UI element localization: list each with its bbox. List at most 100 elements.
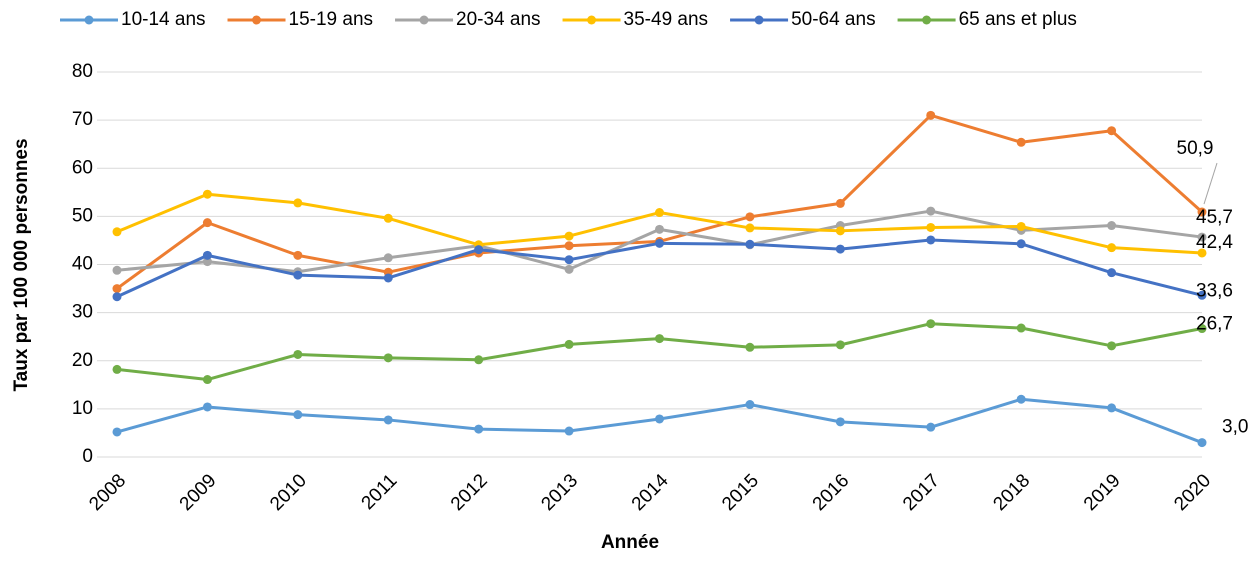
data-point xyxy=(1197,324,1207,334)
x-tick-label: 2019 xyxy=(1080,470,1125,515)
data-point xyxy=(655,238,664,248)
data-point xyxy=(474,424,484,434)
data-point xyxy=(383,353,393,363)
x-tick-label: 2013 xyxy=(537,470,582,515)
data-point xyxy=(655,414,664,424)
data-point xyxy=(1197,290,1207,300)
data-point xyxy=(926,206,936,216)
legend-marker xyxy=(419,15,429,25)
data-point xyxy=(112,265,122,275)
x-tick-label: 2011 xyxy=(358,470,402,514)
data-point xyxy=(1016,323,1026,333)
series-line xyxy=(116,322,1203,382)
data-point xyxy=(383,213,393,223)
x-tick-label: 2016 xyxy=(809,470,854,515)
data-point xyxy=(926,422,936,432)
legend-label: 65 ans et plus xyxy=(959,9,1077,30)
legend-marker xyxy=(587,15,597,25)
data-point xyxy=(926,235,936,245)
x-axis-title: Année xyxy=(601,532,659,553)
x-tick-label: 2015 xyxy=(718,470,763,515)
data-point xyxy=(293,198,303,208)
data-label: 45,7 xyxy=(1196,207,1233,228)
data-point xyxy=(1107,341,1117,351)
data-point xyxy=(745,400,755,410)
data-point xyxy=(202,402,212,412)
data-point xyxy=(383,253,393,263)
data-point xyxy=(564,231,574,241)
data-label: 33,6 xyxy=(1196,280,1233,301)
x-tick-label: 2018 xyxy=(990,470,1035,515)
legend-marker xyxy=(922,15,932,25)
data-point xyxy=(1197,232,1207,242)
legend-marker xyxy=(252,15,262,25)
x-tick-label: 2020 xyxy=(1170,470,1215,515)
y-tick-label: 0 xyxy=(82,446,93,467)
data-point xyxy=(835,198,845,208)
data-point xyxy=(383,415,393,425)
legend-label: 20-34 ans xyxy=(456,9,541,30)
data-point xyxy=(655,224,664,234)
legend-item: 65 ans et plus xyxy=(897,9,1077,30)
data-point xyxy=(202,250,212,260)
data-point xyxy=(202,257,212,267)
y-axis-title: Taux par 100 000 personnes xyxy=(11,138,32,391)
legend-marker xyxy=(754,15,764,25)
data-point xyxy=(1016,394,1026,404)
data-point xyxy=(383,273,393,283)
legend-label: 10-14 ans xyxy=(121,9,206,30)
legend-label: 15-19 ans xyxy=(289,9,374,30)
legend-item: 15-19 ans xyxy=(227,9,374,30)
data-point xyxy=(926,110,936,120)
data-point xyxy=(926,319,936,329)
data-point xyxy=(1107,221,1117,231)
legend-item: 50-64 ans xyxy=(730,9,876,30)
y-tick-label: 10 xyxy=(72,398,93,419)
data-point xyxy=(564,255,574,265)
data-point xyxy=(655,334,664,344)
data-point xyxy=(745,342,755,352)
data-label: 3,0 xyxy=(1222,417,1248,438)
data-point xyxy=(1016,221,1026,231)
y-tick-label: 60 xyxy=(72,157,93,178)
data-point xyxy=(564,339,574,349)
x-tick-label: 2012 xyxy=(447,470,492,515)
legend-label: 50-64 ans xyxy=(791,9,876,30)
data-point xyxy=(1016,239,1026,249)
data-point xyxy=(655,208,664,218)
data-point xyxy=(1197,438,1207,448)
data-point xyxy=(112,364,122,374)
data-point xyxy=(1197,207,1207,217)
y-tick-label: 30 xyxy=(72,302,93,323)
y-tick-label: 40 xyxy=(72,254,93,275)
data-point xyxy=(1197,248,1207,258)
data-point xyxy=(474,355,484,365)
data-point xyxy=(112,292,122,302)
legend-item: 35-49 ans xyxy=(562,9,708,30)
x-tick-label: 2014 xyxy=(628,470,673,515)
data-point xyxy=(293,250,303,260)
x-tick-label: 2009 xyxy=(176,470,221,515)
y-tick-label: 80 xyxy=(72,61,93,82)
x-tick-label: 2008 xyxy=(85,470,130,515)
y-tick-label: 20 xyxy=(72,350,93,371)
data-point xyxy=(926,222,936,232)
x-tick-label: 2010 xyxy=(266,470,311,515)
data-point xyxy=(1107,403,1117,413)
data-point xyxy=(835,226,845,236)
data-point xyxy=(112,284,122,294)
leader-line xyxy=(1203,162,1218,205)
data-point xyxy=(745,212,755,222)
data-point xyxy=(474,245,484,255)
data-point xyxy=(202,375,212,385)
data-point xyxy=(293,270,303,280)
data-point xyxy=(564,241,574,251)
data-point xyxy=(835,417,845,427)
data-point xyxy=(1107,268,1117,278)
data-point xyxy=(564,264,574,274)
data-point xyxy=(745,239,755,249)
data-label: 42,4 xyxy=(1196,232,1233,253)
data-point xyxy=(112,227,122,237)
